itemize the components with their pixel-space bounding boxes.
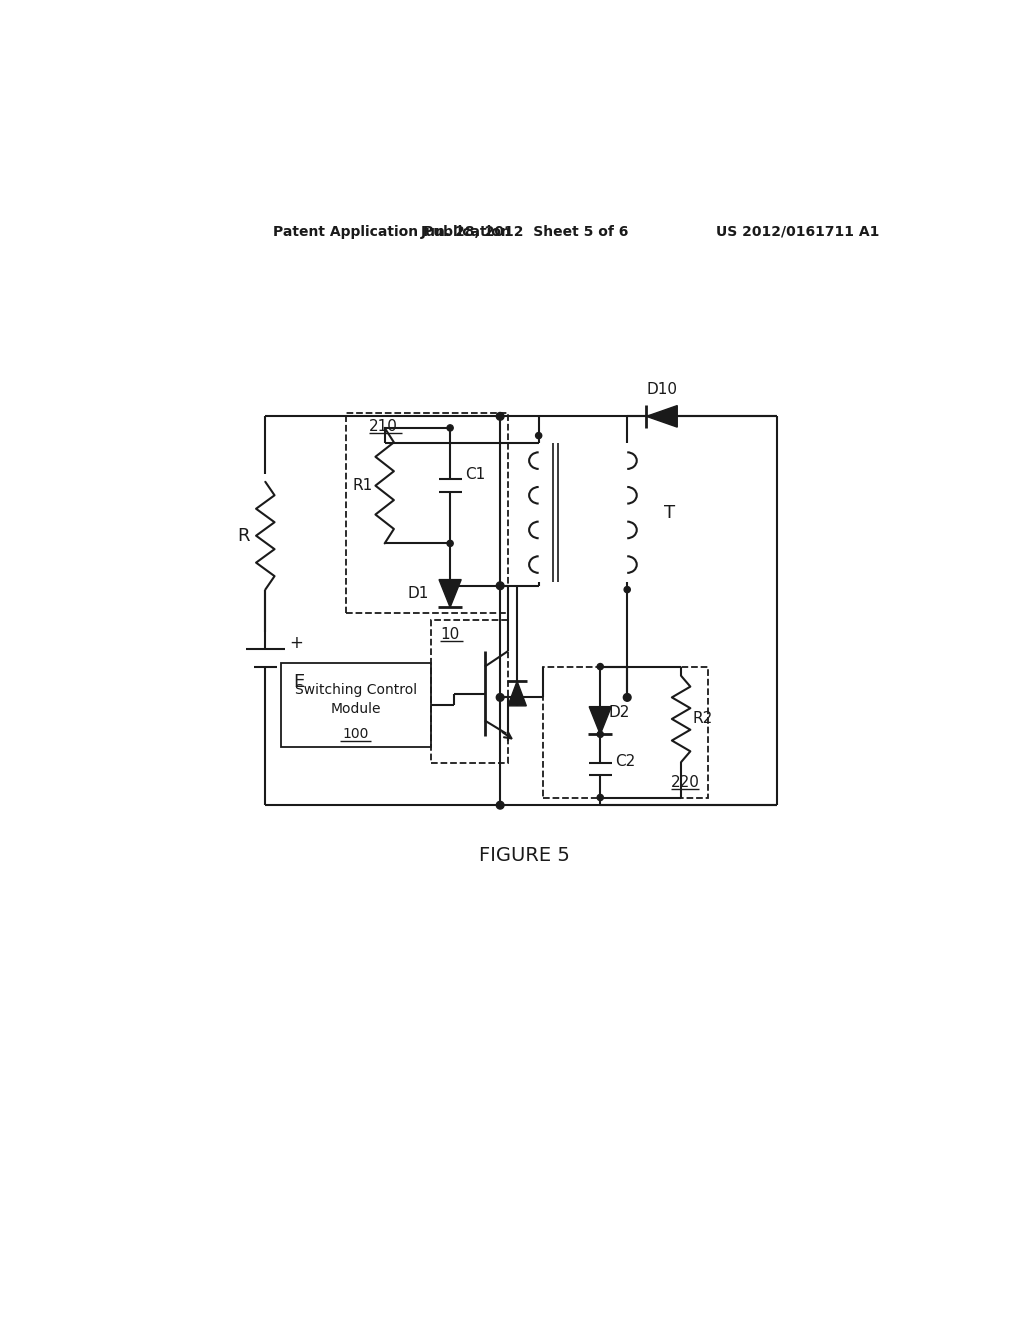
Circle shape xyxy=(597,664,603,669)
Circle shape xyxy=(536,433,542,438)
Polygon shape xyxy=(508,681,526,706)
Circle shape xyxy=(447,425,454,432)
Bar xyxy=(431,620,508,763)
Text: C1: C1 xyxy=(465,466,485,482)
Text: Switching Control: Switching Control xyxy=(295,682,417,697)
Text: Jun. 28, 2012  Sheet 5 of 6: Jun. 28, 2012 Sheet 5 of 6 xyxy=(421,224,629,239)
Text: D10: D10 xyxy=(646,381,677,397)
Bar xyxy=(346,412,508,612)
Circle shape xyxy=(597,731,603,738)
Circle shape xyxy=(624,693,631,701)
Bar xyxy=(281,663,431,747)
Polygon shape xyxy=(589,706,611,734)
Text: +: + xyxy=(289,635,303,652)
Polygon shape xyxy=(439,579,461,607)
Bar xyxy=(543,667,708,797)
Text: T: T xyxy=(664,504,675,521)
Text: US 2012/0161711 A1: US 2012/0161711 A1 xyxy=(716,224,880,239)
Circle shape xyxy=(447,540,454,546)
Text: D1: D1 xyxy=(408,586,428,601)
Text: R2: R2 xyxy=(692,711,713,726)
Text: 10: 10 xyxy=(440,627,460,642)
Polygon shape xyxy=(646,405,677,428)
Text: R1: R1 xyxy=(353,478,373,494)
Circle shape xyxy=(497,582,504,590)
Text: 210: 210 xyxy=(370,418,398,434)
Text: Module: Module xyxy=(331,702,381,715)
Text: C2: C2 xyxy=(614,754,635,768)
Text: 220: 220 xyxy=(671,775,699,789)
Circle shape xyxy=(497,693,504,701)
Text: 100: 100 xyxy=(343,726,369,741)
Circle shape xyxy=(625,586,631,593)
Text: Patent Application Publication: Patent Application Publication xyxy=(273,224,511,239)
Text: FIGURE 5: FIGURE 5 xyxy=(479,846,570,865)
Text: R: R xyxy=(238,527,250,545)
Circle shape xyxy=(597,795,603,800)
Circle shape xyxy=(497,801,504,809)
Text: E: E xyxy=(293,673,304,690)
Circle shape xyxy=(497,413,504,420)
Text: D2: D2 xyxy=(609,705,630,721)
